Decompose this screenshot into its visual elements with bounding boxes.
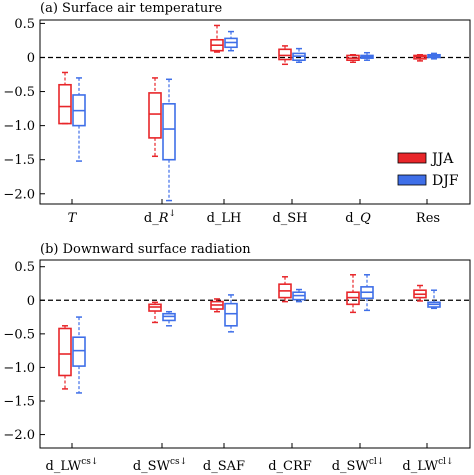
box-djf xyxy=(360,51,374,61)
box-iqr xyxy=(162,103,176,161)
category-label: d_LWcl↓ xyxy=(402,457,453,474)
y-tick-label: −1.5 xyxy=(3,395,35,410)
box-djf xyxy=(224,294,238,333)
y-tick-label: −0.5 xyxy=(3,85,35,100)
box-jja xyxy=(413,54,427,62)
y-tick-label: 0.5 xyxy=(14,17,35,32)
panel-a-title: (a) Surface air temperature xyxy=(40,1,222,16)
y-tick-label: 0.5 xyxy=(14,260,35,275)
box-djf xyxy=(292,288,306,303)
box-jja xyxy=(278,45,292,66)
box-jja xyxy=(210,24,224,53)
box-djf xyxy=(427,289,441,310)
panel-a-frame xyxy=(39,19,471,205)
box-iqr xyxy=(58,83,72,125)
y-tick-label: −1.5 xyxy=(3,153,35,168)
panel-b-frame xyxy=(39,259,471,449)
legend-label-jja: JJA xyxy=(430,151,454,167)
box-iqr xyxy=(148,92,162,139)
box-jja xyxy=(58,71,72,125)
category-label: d_Q xyxy=(345,211,371,226)
y-tick-label: −2.0 xyxy=(3,187,35,202)
box-jja xyxy=(346,54,360,64)
box-djf xyxy=(72,77,86,162)
legend-label-djf: DJF xyxy=(432,173,459,189)
category-label: d_SWcl↓ xyxy=(332,457,385,474)
box-jja xyxy=(148,301,162,324)
y-tick-label: −1.0 xyxy=(3,119,35,134)
box-djf xyxy=(360,274,374,312)
category-label: d_SH xyxy=(272,211,307,226)
y-tick-label: −1.0 xyxy=(3,361,35,376)
box-iqr xyxy=(278,48,292,61)
box-jja xyxy=(210,298,224,313)
box-djf xyxy=(224,30,238,52)
panel-b: (b) Downward surface radiation 0.5 0 −0.5 −… xyxy=(3,242,471,474)
category-label: d_CRF xyxy=(268,459,312,474)
legend-swatch-jja xyxy=(397,152,427,164)
box-iqr xyxy=(72,336,86,367)
y-tick-label: 0 xyxy=(27,51,35,66)
category-label: d_LH xyxy=(207,211,242,226)
category-label: d_SAF xyxy=(203,459,245,474)
category-label: d_R↓ xyxy=(144,209,176,226)
box-jja xyxy=(278,276,292,303)
legend-swatch-djf xyxy=(397,174,427,186)
y-tick-label: −2.0 xyxy=(3,428,35,443)
category-label: d_SWcs↓ xyxy=(133,457,187,474)
box-djf xyxy=(162,310,176,327)
panel-a: (a) Surface air temperature 0.5 0 −0.5 −1.0… xyxy=(3,1,471,226)
y-tick-label: −0.5 xyxy=(3,327,35,342)
box-iqr xyxy=(58,327,72,377)
box-iqr xyxy=(224,302,238,327)
box-jja xyxy=(413,284,427,302)
y-tick-label: 0 xyxy=(27,294,35,309)
box-jja xyxy=(58,325,72,390)
box-djf xyxy=(427,52,441,60)
box-jja xyxy=(346,274,360,314)
box-djf xyxy=(292,47,306,64)
box-djf xyxy=(162,78,176,202)
category-label: d_LWcs↓ xyxy=(46,457,99,474)
panel-b-title: (b) Downward surface radiation xyxy=(40,242,251,257)
box-jja xyxy=(148,77,162,158)
category-label: Res xyxy=(416,211,440,226)
box-djf xyxy=(72,316,86,394)
category-label: T xyxy=(68,211,78,226)
